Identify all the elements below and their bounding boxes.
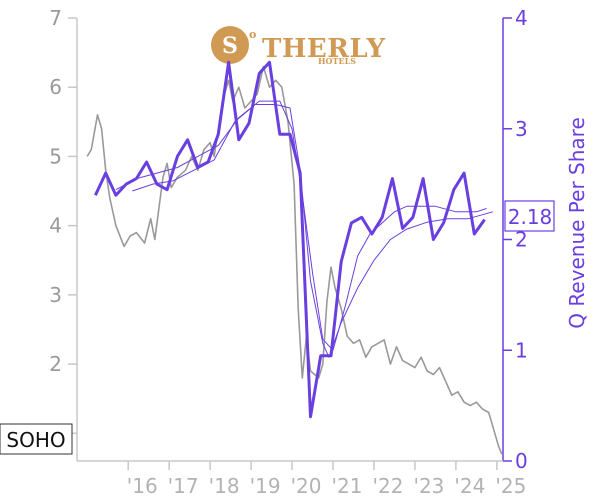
x-tick-label: '16 [127,474,158,498]
svg-text:S: S [222,33,238,59]
price-line [86,65,503,455]
right-tick-label: 1 [515,338,528,362]
right-tick-label: 0 [515,449,528,473]
x-tick-label: '20 [291,474,322,498]
left-tick-label: 3 [49,283,62,307]
right-axis-ticks: 0 1 2 3 4 [503,6,528,473]
left-tick-label: 2 [49,352,62,376]
svg-text:THERLY: THERLY [262,34,386,64]
right-tick-label: 4 [515,6,528,30]
last-value-badge: 2.18 [504,200,555,232]
revenue-line [94,60,486,419]
left-tick-label: 6 [49,75,62,99]
left-tick-label: 7 [49,6,62,30]
x-tick-label: '18 [209,474,240,498]
x-tick-label: '23 [413,474,444,498]
series-layer [86,60,503,455]
x-tick-label: '19 [250,474,281,498]
svg-text:o: o [249,28,256,41]
company-logo: S o THERLY HOTELS [211,26,386,66]
last-value-label: 2.18 [508,205,553,229]
left-tick-label: 5 [49,144,62,168]
svg-text:HOTELS: HOTELS [318,56,356,66]
left-tick-label: 4 [49,214,62,238]
left-axis-ticks: 1234567 [49,6,77,445]
right-tick-label: 2 [515,228,528,252]
x-tick-label: '17 [168,474,199,498]
revenue-average-line [115,100,487,351]
x-tick-label: '24 [454,474,485,498]
x-tick-label: '25 [495,474,526,498]
x-axis-ticks: '16 '17 '18 '19 '20 '21 '22 '23 '24 '25 [127,461,526,498]
right-axis-label: Q Revenue Per Share [565,117,589,329]
ticker-badge: SOHO [0,423,73,455]
x-tick-label: '22 [372,474,403,498]
right-tick-label: 3 [515,117,528,141]
x-tick-label: '21 [332,474,363,498]
ticker-label: SOHO [6,428,65,452]
